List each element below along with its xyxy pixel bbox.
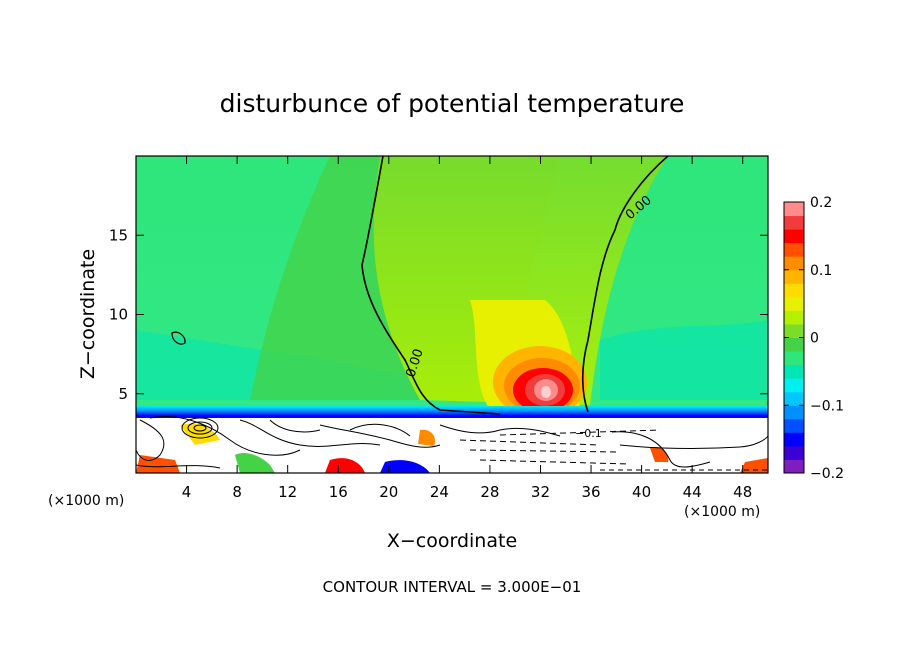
colorbar-tick-label: 0.2 [810,195,832,211]
x-tick-label: 12 [278,483,297,501]
colorbar-swatch [784,418,804,433]
x-tick-label: 24 [430,483,449,501]
y-axis-title: Z−coordinate [77,249,99,379]
field-cool-streak-right [600,320,768,400]
x-tick-label: 16 [329,483,348,501]
x-tick-label: 36 [581,483,600,501]
colorbar-swatch [784,337,804,352]
y-tick-label: 15 [109,226,128,244]
colorbar-swatch [784,364,804,379]
field-lower-patch [136,455,180,473]
colorbar-swatch [784,459,804,474]
field-lower-patch [418,429,436,446]
x-tick-label: 8 [232,483,242,501]
x-tick-label: 28 [480,483,499,501]
colorbar-swatch [784,229,804,244]
x-unit-label-right: (×1000 m) [684,504,760,520]
colorbar [784,202,804,474]
y-tick-label: 5 [118,385,128,403]
colorbar-swatch [784,391,804,406]
chart-title: disturbunce of potential temperature [220,89,685,118]
contour-zero-left [361,156,501,415]
colorbar-swatch [784,202,804,217]
x-tick-label: 44 [683,483,702,501]
colorbar-swatch [784,283,804,298]
contour-label: −0.1 [575,427,602,440]
field-lower-patch [325,458,365,473]
field-peak [541,386,551,398]
x-tick-label: 32 [531,483,550,501]
contour-interval-note: CONTOUR INTERVAL = 3.000E−01 [323,578,582,596]
colorbar-swatch [784,215,804,230]
field-lower-patch [740,458,768,473]
x-tick-label: 4 [182,483,192,501]
colorbar-swatch [784,256,804,271]
colorbar-swatch [784,432,804,447]
colorbar-swatch [784,323,804,338]
y-tick-label: 10 [109,306,128,324]
colorbar-tick-label: 0 [810,331,819,347]
x-unit-label-left: (×1000 m) [48,493,124,509]
x-axis: 4 8 12 16 20 24 28 32 36 40 44 48 [182,156,752,501]
colorbar-swatch [784,351,804,366]
colorbar-swatch [784,269,804,284]
colorbar-tick-label: −0.2 [810,466,844,482]
colorbar-tick-label: −0.1 [810,398,844,414]
field-warm-plume [373,156,668,405]
x-tick-label: 20 [379,483,398,501]
x-tick-label: 40 [632,483,651,501]
colorbar-tick-label: 0.1 [810,263,832,279]
colorbar-swatch [784,310,804,325]
field-cold-layer [136,406,768,420]
colorbar-swatch [784,242,804,257]
plot-area [136,156,768,473]
field-lower-region [136,418,768,473]
contour-zero-right [581,156,669,413]
colorbar-swatch [784,378,804,393]
field-lower-patch [380,460,430,473]
contour-small-loop [171,331,186,345]
colorbar-swatch [784,296,804,311]
field-lower-patch [235,453,275,473]
colorbar-ticks: 0.2 0.1 0 −0.1 −0.2 [784,195,844,482]
lower-contours [136,416,768,471]
x-axis-title: X−coordinate [387,530,517,552]
x-tick-label: 48 [733,483,752,501]
y-axis: 5 10 15 [109,226,768,403]
colorbar-swatch [784,405,804,420]
colorbar-swatch [784,445,804,460]
